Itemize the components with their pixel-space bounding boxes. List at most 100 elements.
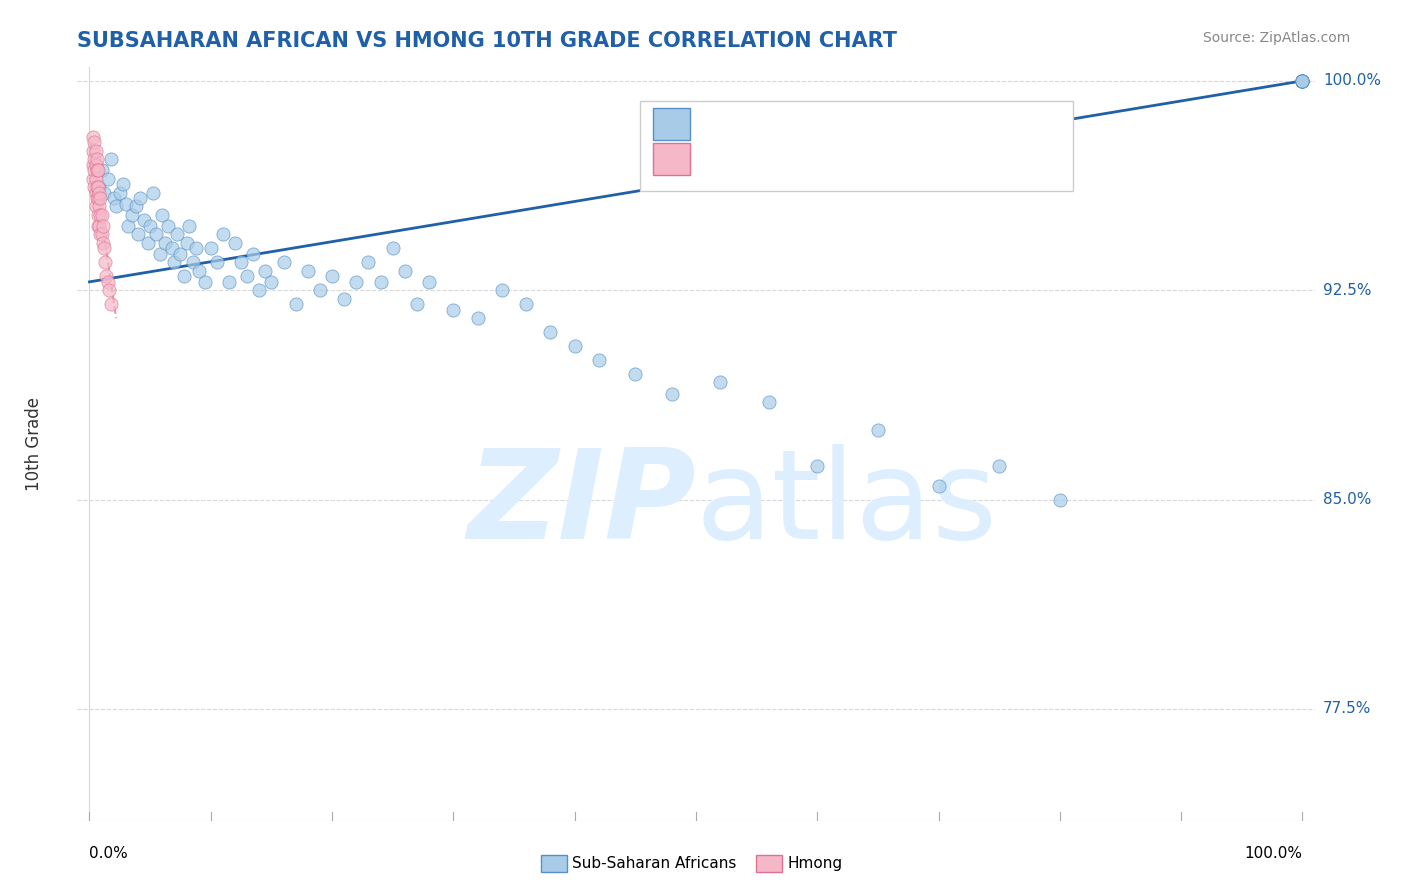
- Point: [297, 263, 319, 277]
- Point: [145, 227, 167, 242]
- Point: [194, 275, 217, 289]
- Bar: [652, 143, 690, 175]
- Point: [624, 367, 647, 381]
- Point: [121, 208, 143, 222]
- Point: [82, 144, 104, 158]
- Point: [205, 255, 228, 269]
- Point: [247, 283, 270, 297]
- Point: [129, 191, 152, 205]
- FancyBboxPatch shape: [640, 101, 1073, 191]
- Point: [153, 235, 176, 250]
- Point: [82, 129, 104, 144]
- Point: [467, 311, 489, 326]
- Text: 100.0%: 100.0%: [1323, 73, 1381, 88]
- Point: [83, 136, 105, 150]
- Point: [160, 241, 183, 255]
- Text: atlas: atlas: [696, 443, 998, 565]
- Point: [86, 163, 108, 178]
- Point: [236, 269, 259, 284]
- Point: [115, 196, 138, 211]
- Point: [173, 269, 195, 284]
- Point: [89, 219, 111, 233]
- Point: [709, 376, 731, 390]
- Point: [441, 302, 464, 317]
- Point: [83, 163, 105, 178]
- Point: [124, 199, 146, 213]
- Point: [89, 208, 111, 222]
- Point: [139, 219, 162, 233]
- Point: [321, 269, 343, 284]
- Point: [242, 247, 264, 261]
- Point: [84, 158, 107, 172]
- Point: [89, 227, 111, 242]
- Point: [149, 247, 172, 261]
- Point: [538, 325, 561, 339]
- Point: [87, 208, 110, 222]
- Point: [254, 263, 277, 277]
- Point: [84, 199, 107, 213]
- Point: [83, 180, 105, 194]
- Point: [90, 227, 112, 242]
- Point: [1291, 74, 1313, 88]
- Point: [381, 241, 404, 255]
- Point: [100, 297, 122, 311]
- Point: [491, 283, 513, 297]
- Point: [97, 171, 120, 186]
- Point: [89, 186, 111, 200]
- Point: [333, 292, 356, 306]
- Point: [1291, 74, 1313, 88]
- Point: [112, 177, 135, 191]
- Point: [169, 247, 191, 261]
- Point: [176, 235, 198, 250]
- Point: [1291, 74, 1313, 88]
- Point: [224, 235, 246, 250]
- Point: [94, 255, 117, 269]
- Point: [284, 297, 307, 311]
- Point: [418, 275, 440, 289]
- Point: [344, 275, 367, 289]
- Point: [87, 180, 110, 194]
- Point: [84, 186, 107, 200]
- Point: [132, 213, 155, 227]
- Text: R = 0.161: R = 0.161: [709, 151, 799, 169]
- Point: [187, 263, 209, 277]
- Text: N = 84: N = 84: [869, 114, 936, 132]
- Point: [1291, 74, 1313, 88]
- Point: [1291, 74, 1313, 88]
- Point: [93, 241, 115, 255]
- Point: [117, 219, 139, 233]
- Text: Sub-Saharan Africans: Sub-Saharan Africans: [572, 856, 737, 871]
- Point: [260, 275, 283, 289]
- Point: [103, 191, 125, 205]
- Point: [928, 478, 950, 492]
- Text: 10th Grade: 10th Grade: [25, 397, 44, 491]
- Point: [163, 255, 186, 269]
- Point: [87, 163, 110, 178]
- Point: [406, 297, 429, 311]
- Point: [84, 158, 107, 172]
- Text: 85.0%: 85.0%: [1323, 492, 1371, 508]
- Point: [97, 275, 120, 289]
- Point: [97, 283, 120, 297]
- Text: Hmong: Hmong: [787, 856, 842, 871]
- Point: [1291, 74, 1313, 88]
- Point: [150, 208, 173, 222]
- Point: [200, 241, 222, 255]
- Point: [515, 297, 537, 311]
- Point: [87, 219, 110, 233]
- Bar: [652, 108, 690, 140]
- Point: [89, 191, 111, 205]
- Point: [157, 219, 180, 233]
- Point: [988, 459, 1011, 474]
- Point: [82, 158, 104, 172]
- Point: [82, 171, 104, 186]
- Point: [806, 459, 828, 474]
- Point: [273, 255, 295, 269]
- Point: [186, 241, 208, 255]
- Point: [564, 339, 586, 353]
- Point: [89, 180, 111, 194]
- Point: [1049, 492, 1071, 507]
- Point: [90, 208, 112, 222]
- Point: [105, 199, 128, 213]
- Point: [90, 163, 112, 178]
